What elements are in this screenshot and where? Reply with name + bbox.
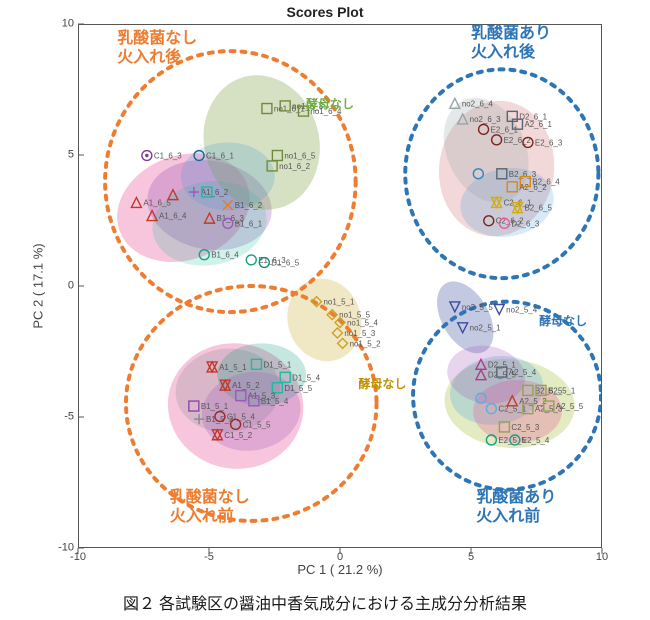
y-tick-label: 0	[42, 281, 74, 292]
data-point	[142, 151, 152, 161]
y-tick-mark	[78, 155, 84, 156]
point-label: B2_5_1	[548, 386, 576, 395]
point-label: no2_6_4	[462, 99, 494, 108]
point-label: A1_5_2	[232, 381, 260, 390]
x-axis-label: PC 1 ( 21.2 %)	[78, 562, 602, 577]
plot-title: Scores Plot	[0, 4, 650, 20]
x-tick-label: 0	[337, 552, 343, 563]
point-label: no2_5_1	[470, 324, 502, 333]
y-tick-mark	[78, 548, 84, 549]
y-tick-label: 5	[42, 150, 74, 161]
point-label: no2_5_5	[462, 303, 494, 312]
point-label: no1_5_3	[344, 329, 376, 338]
point-label: C2_5_3	[511, 423, 539, 432]
point-label: D1_5_4	[292, 373, 320, 382]
x-tick-label: 10	[596, 552, 608, 563]
point-label: D2_6_3	[511, 219, 539, 228]
point-label: C1_6_1	[206, 151, 234, 160]
point-label: no1_5_1	[323, 298, 355, 307]
x-tick-label: -10	[70, 552, 86, 563]
point-label: no2_6_3	[470, 115, 502, 124]
point-label: A1_6_2	[201, 188, 229, 197]
point-label: B2_6_4	[532, 178, 560, 187]
point-label: C1_5_2	[224, 431, 252, 440]
point-label: no1_6_2	[279, 162, 311, 171]
yeast-none-label: 酵母なし	[306, 95, 354, 112]
point-label: B1_6_4	[211, 251, 239, 260]
point-label: A1_5_1	[219, 363, 247, 372]
figure-container: Scores Plot PC 2 ( 17.1 %) C1_6_3C1_6_1A…	[0, 0, 650, 620]
point-label: D1_5_1	[263, 360, 291, 369]
yeast-none-label: 酵母なし	[539, 312, 587, 329]
point-label: D1_5_5	[284, 384, 312, 393]
point-label: E2_5_4	[522, 436, 550, 445]
point-label: no1_5_4	[347, 319, 379, 328]
point-label: B1_5_4	[261, 397, 289, 406]
data-point	[246, 255, 256, 265]
point-label: no1_5_2	[350, 339, 382, 348]
yeast-none-label: 酵母なし	[358, 375, 406, 392]
point-label: C1_6_3	[154, 151, 182, 160]
x-tick-label: -5	[204, 552, 214, 563]
data-point	[494, 305, 504, 315]
y-tick-mark	[78, 286, 84, 287]
point-label: C1_5_5	[243, 420, 271, 429]
point-label: A2_5_5	[556, 402, 584, 411]
point-label: no2_5_4	[506, 305, 538, 314]
point-label: E2_6_1	[491, 125, 519, 134]
point-label: D1_6_5	[271, 258, 299, 267]
y-tick-mark	[78, 24, 84, 25]
point-label: A2_6_1	[524, 120, 552, 129]
y-tick-label: -5	[42, 412, 74, 423]
y-tick-mark	[78, 417, 84, 418]
y-tick-label: -10	[42, 543, 74, 554]
point-label: B1_6_1	[235, 219, 263, 228]
x-tick-label: 5	[468, 552, 474, 563]
point-label: E2_6_3	[535, 138, 563, 147]
point-label: B2_6_5	[524, 204, 552, 213]
point-label: B1_6_2	[235, 201, 263, 210]
point-label: A1_6_4	[159, 212, 187, 221]
point-label: A2_5_4	[509, 368, 537, 377]
figure-caption: 図２ 各試験区の醤油中香気成分における主成分分析結果	[0, 590, 650, 614]
point-label: no1_6_5	[284, 151, 316, 160]
y-tick-label: 10	[42, 19, 74, 30]
point-label: B1_5_1	[201, 402, 229, 411]
